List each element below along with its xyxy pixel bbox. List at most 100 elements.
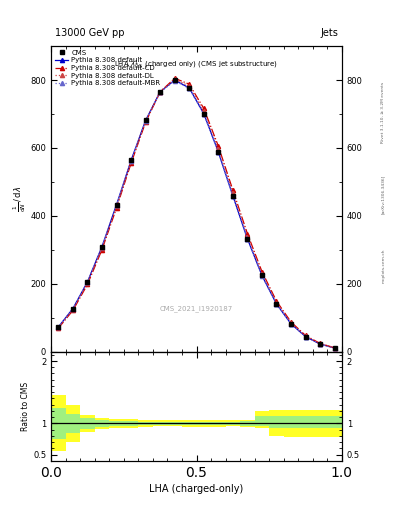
- Pythia 8.308 default-DL: [114, 203, 119, 209]
- Pythia 8.308 default-MBR: [245, 236, 250, 242]
- Pythia 8.308 default: [56, 324, 61, 330]
- Pythia 8.308 default-DL: [318, 341, 323, 347]
- Pythia 8.308 default-CD: [129, 160, 134, 166]
- Pythia 8.308 default: [129, 157, 134, 163]
- Pythia 8.308 default: [289, 321, 294, 327]
- Pythia 8.308 default-DL: [202, 108, 206, 114]
- Pythia 8.308 default-CD: [143, 119, 148, 125]
- Text: Jets: Jets: [320, 28, 338, 38]
- X-axis label: LHA (charged-only): LHA (charged-only): [149, 484, 244, 494]
- CMS: [158, 89, 163, 95]
- Pythia 8.308 default-DL: [332, 345, 337, 351]
- Pythia 8.308 default-DL: [187, 83, 192, 89]
- CMS: [245, 236, 250, 242]
- CMS: [129, 157, 134, 163]
- Pythia 8.308 default-CD: [303, 332, 308, 338]
- Pythia 8.308 default: [274, 301, 279, 307]
- CMS: [318, 341, 323, 347]
- Pythia 8.308 default-DL: [173, 76, 177, 82]
- Text: LHA $\lambda^{1}_{0.5}$ (charged only) (CMS jet substructure): LHA $\lambda^{1}_{0.5}$ (charged only) (…: [114, 58, 279, 72]
- Line: Pythia 8.308 default-MBR: Pythia 8.308 default-MBR: [56, 79, 337, 350]
- Text: 13000 GeV pp: 13000 GeV pp: [55, 28, 125, 38]
- Pythia 8.308 default-CD: [216, 143, 221, 149]
- Pythia 8.308 default-DL: [245, 233, 250, 240]
- Pythia 8.308 default: [332, 345, 337, 351]
- CMS: [202, 111, 206, 117]
- CMS: [231, 193, 235, 199]
- Pythia 8.308 default-CD: [114, 205, 119, 211]
- Pythia 8.308 default-DL: [56, 324, 61, 330]
- Pythia 8.308 default-DL: [158, 89, 163, 95]
- Pythia 8.308 default-MBR: [289, 321, 294, 327]
- Pythia 8.308 default-DL: [274, 300, 279, 306]
- Pythia 8.308 default-DL: [129, 158, 134, 164]
- Pythia 8.308 default-DL: [71, 306, 75, 312]
- Pythia 8.308 default-CD: [85, 281, 90, 287]
- CMS: [332, 345, 337, 351]
- Pythia 8.308 default: [85, 279, 90, 285]
- CMS: [100, 244, 105, 250]
- Pythia 8.308 default-MBR: [56, 324, 61, 330]
- Pythia 8.308 default-MBR: [100, 244, 105, 250]
- CMS: [303, 333, 308, 339]
- Pythia 8.308 default: [71, 306, 75, 312]
- Pythia 8.308 default: [202, 111, 206, 117]
- Pythia 8.308 default-CD: [71, 307, 75, 313]
- Text: [arXiv:1306.3436]: [arXiv:1306.3436]: [381, 175, 385, 214]
- Pythia 8.308 default-DL: [303, 333, 308, 339]
- Pythia 8.308 default: [187, 85, 192, 91]
- Pythia 8.308 default-CD: [202, 105, 206, 112]
- CMS: [216, 149, 221, 155]
- Pythia 8.308 default: [100, 244, 105, 250]
- Pythia 8.308 default-CD: [158, 89, 163, 95]
- Pythia 8.308 default-CD: [289, 319, 294, 325]
- Pythia 8.308 default-DL: [260, 271, 264, 277]
- Y-axis label: $\frac{1}{\mathrm{d}N}\,/\,\mathrm{d}\lambda$: $\frac{1}{\mathrm{d}N}\,/\,\mathrm{d}\la…: [11, 186, 28, 212]
- Pythia 8.308 default-MBR: [129, 158, 134, 164]
- Pythia 8.308 default-CD: [231, 187, 235, 193]
- Pythia 8.308 default-DL: [216, 146, 221, 153]
- CMS: [274, 301, 279, 307]
- Pythia 8.308 default-MBR: [231, 193, 235, 199]
- Pythia 8.308 default-MBR: [114, 202, 119, 208]
- Pythia 8.308 default-CD: [100, 247, 105, 253]
- Pythia 8.308 default-MBR: [187, 86, 192, 92]
- Pythia 8.308 default-MBR: [318, 341, 323, 347]
- Line: Pythia 8.308 default-CD: Pythia 8.308 default-CD: [56, 76, 337, 350]
- Line: Pythia 8.308 default: Pythia 8.308 default: [56, 78, 337, 350]
- Pythia 8.308 default: [303, 333, 308, 339]
- Pythia 8.308 default: [245, 236, 250, 242]
- Y-axis label: Ratio to CMS: Ratio to CMS: [21, 381, 30, 431]
- Pythia 8.308 default-MBR: [173, 78, 177, 84]
- Pythia 8.308 default: [173, 77, 177, 83]
- CMS: [143, 117, 148, 123]
- Pythia 8.308 default-DL: [289, 320, 294, 326]
- Pythia 8.308 default-MBR: [202, 111, 206, 117]
- Pythia 8.308 default: [231, 193, 235, 199]
- Pythia 8.308 default-DL: [143, 118, 148, 124]
- Pythia 8.308 default: [114, 202, 119, 208]
- Pythia 8.308 default-DL: [100, 245, 105, 251]
- Text: CMS_2021_I1920187: CMS_2021_I1920187: [160, 305, 233, 312]
- Pythia 8.308 default: [216, 149, 221, 155]
- Pythia 8.308 default-MBR: [158, 89, 163, 95]
- Line: CMS: CMS: [56, 78, 337, 350]
- Pythia 8.308 default-DL: [85, 280, 90, 286]
- Pythia 8.308 default-DL: [231, 190, 235, 197]
- CMS: [114, 202, 119, 208]
- Legend: CMS, Pythia 8.308 default, Pythia 8.308 default-CD, Pythia 8.308 default-DL, Pyt: CMS, Pythia 8.308 default, Pythia 8.308 …: [53, 48, 162, 88]
- Pythia 8.308 default-CD: [187, 81, 192, 87]
- Pythia 8.308 default-CD: [245, 230, 250, 237]
- Line: Pythia 8.308 default-DL: Pythia 8.308 default-DL: [56, 77, 337, 350]
- CMS: [260, 272, 264, 279]
- CMS: [289, 321, 294, 327]
- Pythia 8.308 default-MBR: [332, 345, 337, 351]
- Pythia 8.308 default-CD: [260, 268, 264, 274]
- Pythia 8.308 default: [143, 117, 148, 123]
- Pythia 8.308 default-CD: [56, 325, 61, 331]
- Text: mcplots.cern.ch: mcplots.cern.ch: [381, 249, 385, 284]
- Pythia 8.308 default-MBR: [143, 118, 148, 124]
- Pythia 8.308 default-MBR: [303, 334, 308, 340]
- Pythia 8.308 default: [260, 272, 264, 279]
- Pythia 8.308 default-MBR: [260, 272, 264, 279]
